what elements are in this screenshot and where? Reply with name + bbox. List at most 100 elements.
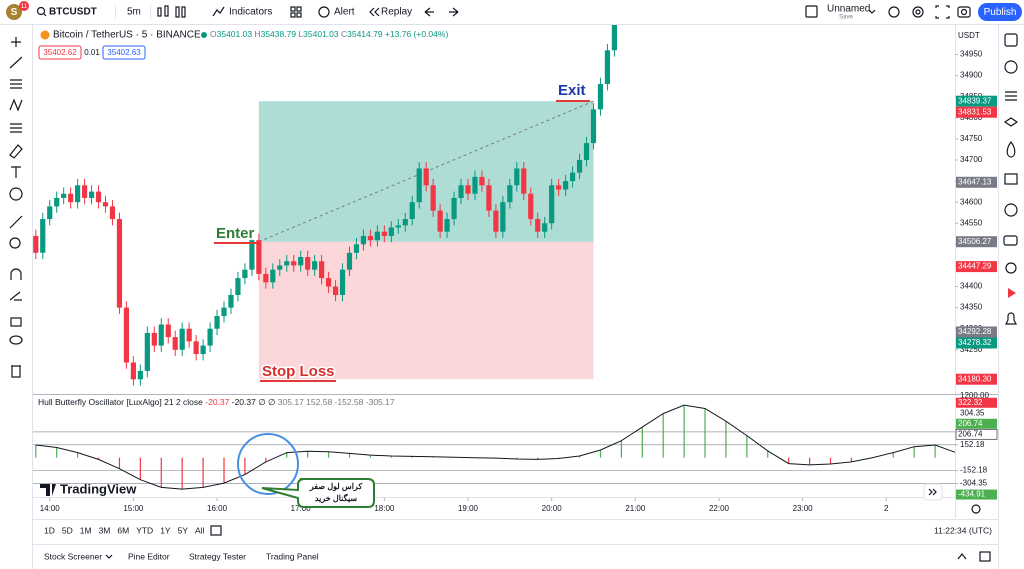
tab[interactable]: Stock Screener [44,551,102,561]
fib-tool[interactable] [10,79,22,89]
goto-date-icon[interactable] [210,525,222,536]
drawing-toolbar [9,37,23,378]
fullscreen-icon[interactable] [935,5,950,19]
legend-value: -152.58 [335,397,364,407]
price-label-box [956,326,997,338]
compare-icon[interactable] [175,6,180,18]
candle-body [535,219,541,232]
brush-tool[interactable] [9,144,23,159]
hotlist-icon[interactable] [1006,140,1016,158]
tab[interactable]: Trading Panel [266,551,319,561]
axis-settings[interactable] [971,504,981,514]
visibility-tool[interactable] [9,335,23,345]
value-label-box [956,489,997,500]
layout-box[interactable] [805,5,818,18]
sell-price: 35402.62 [43,48,77,57]
chevron[interactable] [868,9,876,14]
oscillator-pane [33,404,955,490]
candle-body [346,252,353,270]
candle-body [144,332,150,371]
lock-tool[interactable] [10,317,22,327]
y-tick-label: 152.18 [960,440,985,449]
replay-button[interactable]: Replay [381,7,412,18]
candle-body [416,168,422,203]
logo: TradingView [60,481,137,496]
play-icon[interactable] [1008,288,1016,298]
undo-icon[interactable] [424,7,434,17]
sell-box[interactable] [38,45,82,60]
right-sidebar [1003,33,1019,325]
range-button[interactable]: 5Y [178,525,189,535]
chart-type-icon[interactable] [157,7,162,17]
settings-icon[interactable] [912,6,924,18]
snapshot-icon[interactable] [957,6,971,18]
ohlc-value: 35401.03 [303,29,339,39]
range-button[interactable]: 1D [44,525,55,535]
oscillator-legend: Hull Butterfly Oscillator [LuxAlgo] 21 2… [38,397,395,407]
text-tool[interactable] [11,166,21,178]
alerts-icon[interactable] [1004,60,1018,74]
legend-value: 305.17 [278,397,304,407]
emoji-tool[interactable] [9,187,23,201]
range-button[interactable]: All [195,525,205,535]
ideas-icon[interactable] [1004,203,1018,217]
range-button[interactable]: 1Y [160,525,171,535]
delete-tool[interactable] [11,365,21,378]
price-label: 34839.37 [958,96,992,105]
tab[interactable]: Pine Editor [128,551,170,561]
legend-value: -305.17 [366,397,395,407]
range-button[interactable]: 6M [117,525,129,535]
calendar-icon[interactable] [1004,173,1018,185]
position-tool[interactable] [10,123,22,133]
search-icon[interactable] [888,6,900,18]
collapse-icon[interactable] [957,553,967,560]
zoom-tool[interactable] [9,237,21,249]
range-button[interactable]: 3M [99,525,111,535]
candle-body [395,225,401,228]
redo-icon[interactable] [449,7,459,17]
lock-drawing-tool[interactable] [9,291,22,301]
layout-icon[interactable] [290,6,296,12]
pattern-tool[interactable] [9,98,23,112]
alert-button[interactable]: Alert [334,7,355,18]
chat-icon[interactable] [1003,235,1018,246]
tab[interactable]: Strategy Tester [189,551,246,561]
range-button[interactable]: 5D [62,525,73,535]
notifications-icon[interactable] [1005,312,1017,325]
layout-name[interactable]: Unnamed [827,4,870,15]
replay-icon [369,7,380,17]
candle-body [207,328,213,346]
candle-body [430,185,436,211]
currency[interactable]: USDT [958,31,980,40]
news-icon[interactable] [1005,91,1017,101]
candle-body [458,185,464,198]
chevron[interactable] [105,554,113,559]
value-label: 206.74 [958,419,983,428]
main-pane [33,25,618,386]
candle-body [423,168,429,186]
measure-tool[interactable] [9,215,23,229]
trendline-tool[interactable] [9,56,23,69]
range-button[interactable]: 1M [80,525,92,535]
scroll-button[interactable] [923,483,943,501]
x-tick-label: 20:00 [542,504,563,513]
avatar[interactable] [6,4,22,20]
x-tick-label: 21:00 [625,504,646,513]
maximize-icon[interactable] [979,551,991,562]
streams-icon[interactable] [1005,262,1017,274]
symbol[interactable]: BTCUSDT [49,7,97,18]
publish-button[interactable] [978,3,1022,21]
x-tick-label: 16:00 [207,504,228,513]
candle-body [284,261,290,266]
candle-body [604,50,611,85]
crosshair-tool[interactable] [11,37,21,47]
interval[interactable]: 5m [127,7,141,18]
layers-icon[interactable] [1003,117,1019,127]
candle-body [597,84,604,110]
indicators-button[interactable]: Indicators [229,7,272,18]
buy-box[interactable] [102,45,146,60]
magnet-tool[interactable] [10,268,22,280]
range-button[interactable]: YTD [136,525,153,535]
watchlist-icon[interactable] [1004,33,1018,47]
